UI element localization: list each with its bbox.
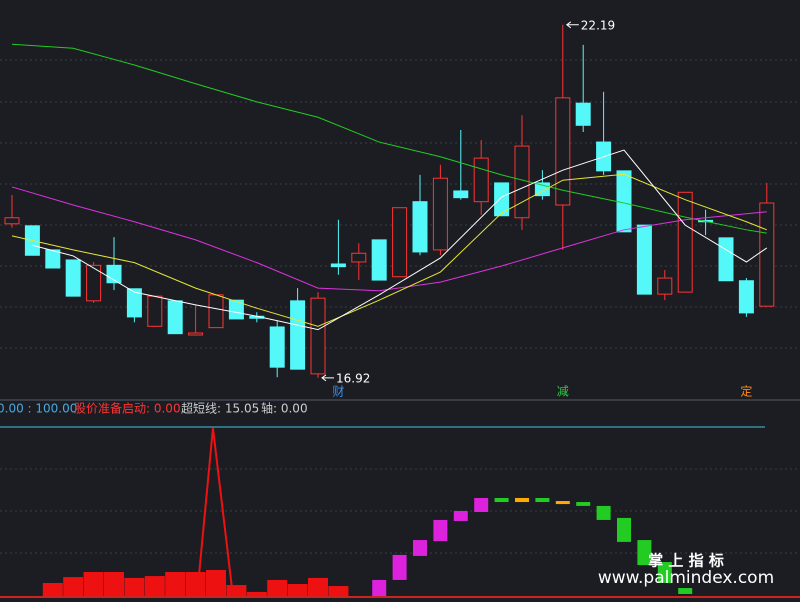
header-item: 股价准备启动: 0.00 xyxy=(74,402,181,416)
trend-block xyxy=(453,510,468,521)
spike-line xyxy=(196,427,234,597)
indicator-bar xyxy=(328,586,349,596)
trend-block xyxy=(576,502,591,506)
trend-block xyxy=(474,497,489,513)
candle-body xyxy=(392,207,408,278)
header-item: 0.00 : 100.00 xyxy=(0,402,77,416)
trend-block xyxy=(555,501,570,505)
moving-average xyxy=(32,149,768,331)
candle-body xyxy=(65,259,81,297)
watermark-url: www.palmindex.com xyxy=(598,568,774,588)
candle-body xyxy=(575,102,591,126)
indicator-panel xyxy=(42,427,693,597)
candle-body xyxy=(759,202,775,307)
trend-block xyxy=(515,497,529,503)
candle-body xyxy=(453,190,469,199)
price-panel: 22.19 16.92财 减 定 xyxy=(4,18,775,399)
trend-block xyxy=(494,497,509,503)
candle-body xyxy=(738,280,754,314)
indicator-bar xyxy=(246,591,267,596)
indicator-bar xyxy=(267,579,288,596)
candle-body xyxy=(86,264,102,302)
candle-body xyxy=(616,170,632,233)
trend-block xyxy=(433,519,448,542)
indicator-bar xyxy=(226,585,247,596)
watermark-title: 掌 上 指 标 xyxy=(648,552,724,570)
indicator-bar xyxy=(144,576,165,596)
trend-block xyxy=(678,588,693,594)
candle-body xyxy=(188,332,204,336)
indicator-bar xyxy=(185,572,206,596)
candle-body xyxy=(371,239,387,281)
candle-body xyxy=(677,191,693,293)
trend-block xyxy=(535,497,550,503)
candle-body xyxy=(330,263,346,268)
candle-body xyxy=(718,237,734,282)
indicator-bar xyxy=(165,572,186,596)
header-item: 轴: 0.00 xyxy=(261,401,308,416)
candle-body xyxy=(432,177,448,251)
label-arrow xyxy=(565,21,579,29)
extreme-label: 16.92 xyxy=(336,371,370,385)
signal-label: 财 xyxy=(332,385,344,399)
moving-average xyxy=(11,173,767,327)
candle-body xyxy=(473,157,489,203)
header-item: 超短线: 15.05 xyxy=(181,401,259,416)
indicator-bar xyxy=(124,577,145,596)
candle-body xyxy=(514,145,530,219)
candle-body xyxy=(555,97,571,206)
trend-block xyxy=(617,517,631,542)
candle-body xyxy=(351,252,367,263)
trend-block xyxy=(413,540,427,556)
trend-block xyxy=(372,579,387,596)
signal-label: 定 xyxy=(740,384,752,399)
signal-label: 减 xyxy=(557,385,569,399)
label-arrow xyxy=(321,374,334,382)
candle-body xyxy=(4,217,20,225)
indicator-bar xyxy=(287,584,308,596)
candle-body xyxy=(126,288,142,318)
indicator-bar xyxy=(42,582,63,596)
candle-body xyxy=(310,297,326,375)
indicator-bar xyxy=(206,569,226,596)
indicator-bar xyxy=(308,577,328,596)
trend-block xyxy=(637,540,652,566)
indicator-bar xyxy=(104,572,124,596)
candle-body xyxy=(228,299,244,320)
candle-body xyxy=(147,295,163,327)
candle-body xyxy=(290,300,306,370)
trend-block xyxy=(657,562,672,583)
trend-block xyxy=(596,505,611,520)
candle-body xyxy=(636,224,652,295)
candle-body xyxy=(494,182,510,217)
moving-average xyxy=(11,43,767,234)
grid xyxy=(0,59,800,554)
candle-body xyxy=(167,300,183,335)
candle-body xyxy=(657,277,673,295)
candle-body xyxy=(208,294,224,329)
indicator-bar xyxy=(63,577,84,596)
candle-body xyxy=(45,249,61,269)
extreme-label: 22.19 xyxy=(581,18,615,32)
indicator-bar xyxy=(83,572,104,596)
trend-block xyxy=(392,554,407,580)
candle-body xyxy=(269,326,285,368)
candle-body xyxy=(412,201,428,253)
